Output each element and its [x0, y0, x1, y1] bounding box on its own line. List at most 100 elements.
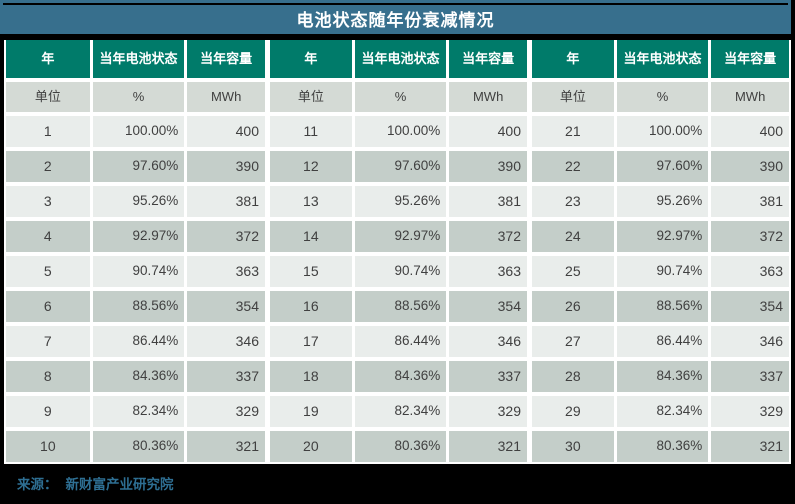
year-cell: 24	[530, 221, 614, 252]
soh-cell: 88.56%	[92, 291, 185, 322]
capacity-cell: 354	[187, 291, 265, 322]
capacity-cell: 329	[449, 396, 527, 427]
header-cell: 当年电池状态	[616, 40, 709, 78]
capacity-cell: 390	[187, 151, 265, 182]
year-cell: 16	[268, 291, 352, 322]
soh-cell: 80.36%	[92, 431, 185, 462]
header-cell: 年	[268, 40, 352, 78]
capacity-cell: 400	[449, 116, 527, 147]
unit-cell: 单位	[268, 82, 352, 112]
year-cell: 17	[268, 326, 352, 357]
year-cell: 6	[6, 291, 90, 322]
soh-cell: 86.44%	[616, 326, 709, 357]
soh-cell: 100.00%	[92, 116, 185, 147]
year-cell: 1	[6, 116, 90, 147]
year-cell: 8	[6, 361, 90, 392]
year-cell: 22	[530, 151, 614, 182]
year-cell: 11	[268, 116, 352, 147]
soh-cell: 82.34%	[616, 396, 709, 427]
capacity-cell: 381	[449, 186, 527, 217]
header-cell: 当年电池状态	[354, 40, 447, 78]
year-cell: 14	[268, 221, 352, 252]
capacity-cell: 321	[449, 431, 527, 462]
unit-cell: %	[92, 82, 185, 112]
soh-cell: 86.44%	[354, 326, 447, 357]
capacity-cell: 346	[187, 326, 265, 357]
header-cell: 当年容量	[711, 40, 789, 78]
year-cell: 5	[6, 256, 90, 287]
soh-cell: 95.26%	[616, 186, 709, 217]
year-cell: 9	[6, 396, 90, 427]
soh-cell: 92.97%	[92, 221, 185, 252]
header-cell: 年	[6, 40, 90, 78]
soh-cell: 97.60%	[354, 151, 447, 182]
year-cell: 15	[268, 256, 352, 287]
capacity-cell: 381	[187, 186, 265, 217]
year-cell: 26	[530, 291, 614, 322]
soh-cell: 100.00%	[354, 116, 447, 147]
soh-cell: 80.36%	[354, 431, 447, 462]
capacity-cell: 337	[449, 361, 527, 392]
capacity-cell: 400	[187, 116, 265, 147]
soh-cell: 97.60%	[616, 151, 709, 182]
year-cell: 13	[268, 186, 352, 217]
year-cell: 7	[6, 326, 90, 357]
year-cell: 18	[268, 361, 352, 392]
soh-cell: 82.34%	[92, 396, 185, 427]
capacity-cell: 363	[711, 256, 789, 287]
year-cell: 23	[530, 186, 614, 217]
battery-decay-table: 年当年电池状态 当年容量年当年电池状态 当年容量年当年电池状态 当年容量 单位% MWh 单…	[6, 40, 789, 462]
year-cell: 12	[268, 151, 352, 182]
soh-cell: 90.74%	[354, 256, 447, 287]
soh-cell: 95.26%	[92, 186, 185, 217]
capacity-cell: 390	[711, 151, 789, 182]
capacity-cell: 400	[711, 116, 789, 147]
header-cell: 当年电池状态	[92, 40, 185, 78]
year-cell: 4	[6, 221, 90, 252]
unit-cell: 单位	[6, 82, 90, 112]
soh-cell: 92.97%	[354, 221, 447, 252]
page-title: 电池状态随年份衰减情况	[296, 11, 495, 30]
capacity-cell: 381	[711, 186, 789, 217]
source-label: 来源：	[17, 477, 58, 492]
capacity-cell: 321	[711, 431, 789, 462]
unit-cell: 单位	[530, 82, 614, 112]
year-cell: 30	[530, 431, 614, 462]
header-cell: 年	[530, 40, 614, 78]
soh-cell: 80.36%	[616, 431, 709, 462]
soh-cell: 90.74%	[92, 256, 185, 287]
soh-cell: 97.60%	[92, 151, 185, 182]
header-cell: 当年容量	[449, 40, 527, 78]
capacity-cell: 363	[187, 256, 265, 287]
capacity-cell: 354	[711, 291, 789, 322]
capacity-cell: 363	[449, 256, 527, 287]
soh-cell: 84.36%	[354, 361, 447, 392]
capacity-cell: 372	[187, 221, 265, 252]
soh-cell: 88.56%	[354, 291, 447, 322]
soh-cell: 84.36%	[616, 361, 709, 392]
capacity-cell: 337	[711, 361, 789, 392]
capacity-cell: 346	[711, 326, 789, 357]
unit-cell: MWh	[187, 82, 265, 112]
capacity-cell: 390	[449, 151, 527, 182]
title-banner: 电池状态随年份衰减情况	[0, 0, 791, 34]
unit-cell: %	[616, 82, 709, 112]
soh-cell: 88.56%	[616, 291, 709, 322]
capacity-cell: 337	[187, 361, 265, 392]
source-name: 新财富产业研究院	[65, 477, 174, 492]
capacity-cell: 329	[711, 396, 789, 427]
battery-decay-table-wrap: 年当年电池状态 当年容量年当年电池状态 当年容量年当年电池状态 当年容量 单位% MWh 单…	[4, 40, 791, 464]
unit-cell: %	[354, 82, 447, 112]
unit-cell: MWh	[711, 82, 789, 112]
capacity-cell: 321	[187, 431, 265, 462]
year-cell: 20	[268, 431, 352, 462]
year-cell: 29	[530, 396, 614, 427]
year-cell: 27	[530, 326, 614, 357]
capacity-cell: 372	[711, 221, 789, 252]
year-cell: 21	[530, 116, 614, 147]
year-cell: 19	[268, 396, 352, 427]
year-cell: 10	[6, 431, 90, 462]
year-cell: 25	[530, 256, 614, 287]
unit-cell: MWh	[449, 82, 527, 112]
capacity-cell: 329	[187, 396, 265, 427]
